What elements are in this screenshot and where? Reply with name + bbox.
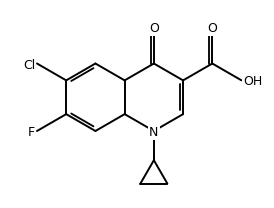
- Text: F: F: [28, 126, 35, 139]
- Text: O: O: [149, 22, 159, 35]
- Text: OH: OH: [243, 75, 262, 88]
- Text: O: O: [207, 22, 217, 35]
- Text: Cl: Cl: [23, 58, 35, 72]
- Text: N: N: [149, 126, 159, 139]
